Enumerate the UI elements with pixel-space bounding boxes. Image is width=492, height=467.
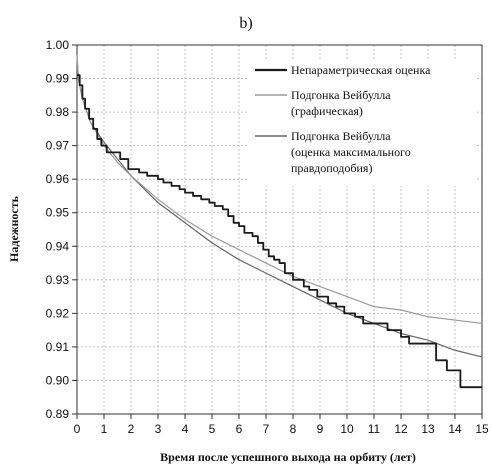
legend-background xyxy=(248,60,476,186)
plot-frame xyxy=(76,44,483,415)
y-tick-label: 0.93 xyxy=(46,273,70,287)
y-tick-label: 0.91 xyxy=(46,340,70,354)
x-tick-label: 3 xyxy=(155,422,162,436)
x-tick-label: 0 xyxy=(74,422,81,436)
series-line-1 xyxy=(77,74,482,389)
legend-label: Подгонка Вейбулла xyxy=(291,88,391,102)
x-tick-label: 9 xyxy=(317,422,324,436)
y-tick-label: 0.96 xyxy=(46,172,70,186)
x-tick-label: 6 xyxy=(236,422,243,436)
y-axis-title: Надежность xyxy=(7,195,21,262)
y-tick-label: 0.99 xyxy=(46,72,70,86)
legend-label: правдоподобия) xyxy=(291,161,372,175)
legend: Непараметрическая оценка Подгонка Вейбулл… xyxy=(248,60,476,186)
x-axis-title: Время после успешного выхода на орбиту (… xyxy=(160,450,416,464)
series-layer xyxy=(76,55,483,389)
panel-label: b) xyxy=(239,15,252,32)
x-tick-label: 10 xyxy=(340,422,354,436)
y-tick-label: 0.89 xyxy=(46,407,70,421)
y-tick-label: 0.97 xyxy=(46,139,70,153)
y-tick-label: 0.95 xyxy=(46,206,70,220)
legend-label: Непараметрическая оценка xyxy=(291,63,431,77)
x-tick-label: 7 xyxy=(263,422,270,436)
x-tick-label: 2 xyxy=(128,422,135,436)
y-tick-label: 0.94 xyxy=(46,239,70,253)
x-tick-label: 1 xyxy=(101,422,108,436)
legend-label: Подгонка Вейбулла xyxy=(291,129,391,143)
x-tick-label: 8 xyxy=(290,422,297,436)
y-tick-label: 0.92 xyxy=(46,306,70,320)
x-tick-label: 13 xyxy=(421,422,435,436)
x-tick-label: 14 xyxy=(448,422,462,436)
y-tick-label: 1.00 xyxy=(46,38,70,52)
x-tick-label: 11 xyxy=(368,422,381,436)
x-tick-label: 5 xyxy=(209,422,216,436)
legend-label: (оценка максимального xyxy=(291,145,411,159)
y-tick-label: 0.98 xyxy=(46,105,70,119)
y-tick-label: 0.90 xyxy=(46,373,70,387)
x-tick-label: 15 xyxy=(475,422,489,436)
legend-label: (графическая) xyxy=(291,104,363,118)
x-tick-label: 4 xyxy=(182,422,189,436)
y-axis: 0.89 0.90 0.91 0.92 0.93 0.94 0.95 0.96 0.97 0.98… xyxy=(46,38,77,421)
x-tick-label: 12 xyxy=(394,422,408,436)
x-axis: 0 1 2 3 4 5 6 7 8 9 10 11 12 13 14 15 xyxy=(74,414,489,436)
